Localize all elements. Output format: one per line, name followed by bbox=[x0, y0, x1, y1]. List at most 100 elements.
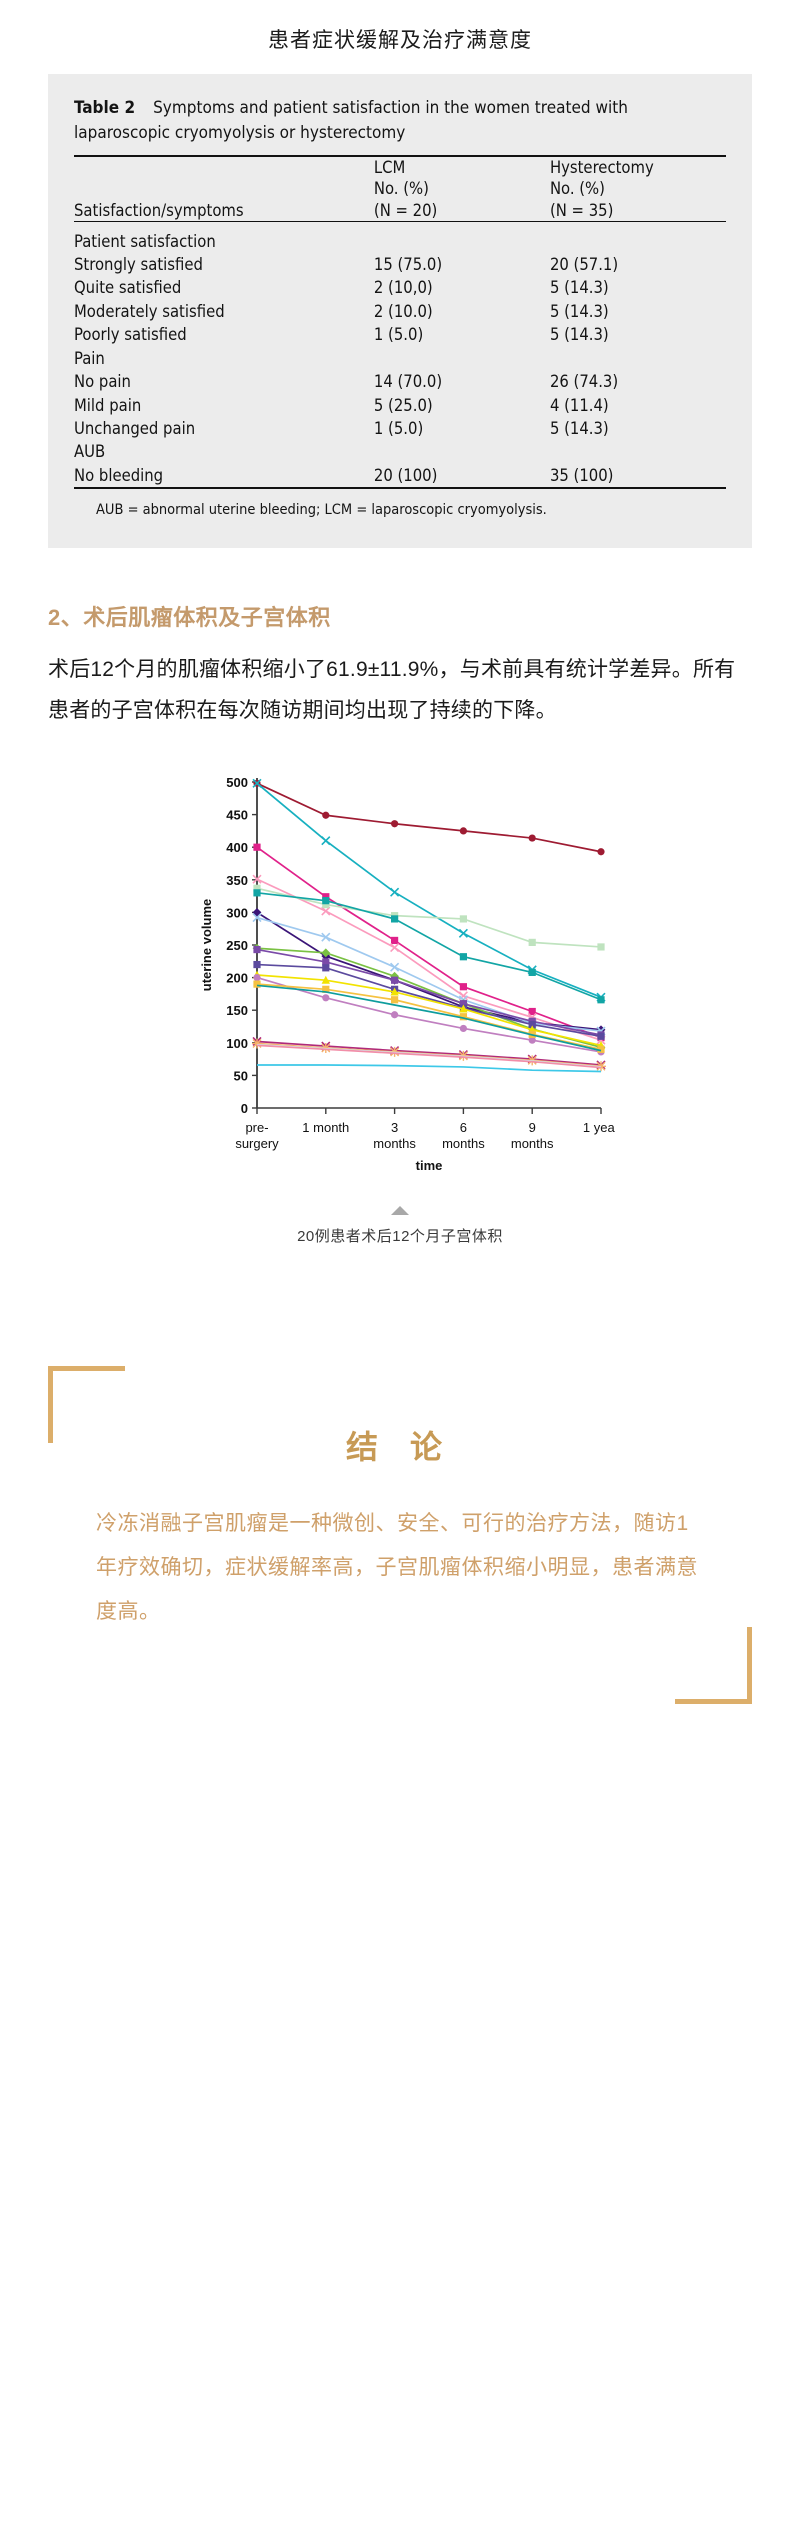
data-point bbox=[252, 778, 262, 788]
data-point bbox=[528, 938, 536, 946]
section-paragraph: 术后12个月的肌瘤体积缩小了61.9±11.9%，与术前具有统计学差异。所有患者… bbox=[48, 658, 736, 722]
conclusion-title: 结 论 bbox=[345, 1428, 454, 1465]
data-point bbox=[459, 999, 467, 1008]
data-point bbox=[321, 975, 330, 984]
data-point bbox=[390, 887, 400, 897]
y-tick-label: 450 bbox=[226, 807, 248, 822]
table-caption-label: Table 2 bbox=[74, 98, 136, 118]
y-tick-label: 200 bbox=[226, 970, 248, 985]
data-point bbox=[322, 893, 330, 901]
row-label: Pain bbox=[74, 348, 105, 368]
data-point bbox=[322, 896, 330, 905]
page-title: 患者症状缓解及治疗满意度 bbox=[268, 29, 532, 52]
article-page: 患者症状缓解及治疗满意度 Table 2 Symptoms and patient… bbox=[0, 29, 800, 1705]
series-line bbox=[256, 976, 602, 1053]
data-point bbox=[459, 1024, 467, 1032]
table-header-row: LCM Hysterectomy bbox=[74, 156, 726, 178]
chart-caption-block: 20例患者术后12个月子宫体积 bbox=[0, 1205, 800, 1246]
data-point bbox=[253, 889, 261, 897]
data-point bbox=[253, 973, 261, 982]
table-row: Unchanged pain 1 (5.0) 5 (14.3) bbox=[74, 417, 726, 440]
row-label: No pain bbox=[74, 372, 131, 392]
x-tick-label: pre- bbox=[245, 1120, 268, 1135]
series-line bbox=[256, 891, 602, 1001]
data-point bbox=[528, 968, 536, 976]
x-tick-label: 9 bbox=[529, 1120, 536, 1135]
row-label: Unchanged pain bbox=[74, 418, 196, 438]
data-point bbox=[391, 996, 399, 1004]
chart-series bbox=[256, 1044, 602, 1069]
row-hys-value bbox=[550, 440, 726, 463]
data-point bbox=[252, 912, 262, 923]
data-point bbox=[252, 1038, 262, 1049]
series-line bbox=[256, 887, 602, 948]
y-tick-label: 250 bbox=[226, 938, 248, 953]
row-label: No bleeding bbox=[74, 465, 164, 485]
data-point bbox=[253, 960, 261, 969]
data-point bbox=[528, 834, 536, 842]
data-point bbox=[391, 976, 399, 984]
y-axis-label: uterine volume bbox=[199, 899, 214, 991]
series-line bbox=[256, 782, 602, 998]
row-hys-value: 20 (57.1) bbox=[549, 255, 619, 275]
chart-series bbox=[256, 984, 602, 1052]
corner-bracket-bottom-right-icon bbox=[675, 1627, 752, 1705]
table-footnote: AUB = abnormal uterine bleeding; LCM = l… bbox=[74, 491, 726, 522]
series-line bbox=[256, 846, 602, 1039]
x-tick-label: 1 month bbox=[302, 1120, 349, 1135]
data-point bbox=[253, 843, 261, 851]
header-hys-name: Hysterectomy bbox=[549, 158, 654, 178]
table-row: Pain bbox=[74, 347, 726, 370]
header-label-cell bbox=[74, 156, 374, 178]
series-line bbox=[257, 1063, 602, 1073]
data-point bbox=[597, 1045, 605, 1053]
row-lcm-value bbox=[374, 230, 550, 253]
table-row: Poorly satisfied 1 (5.0) 5 (14.3) bbox=[74, 323, 726, 346]
row-lcm-value: 1 (5.0) bbox=[373, 418, 424, 438]
header-row-label: Satisfaction/symptoms bbox=[74, 200, 244, 220]
chart-series bbox=[252, 912, 606, 1036]
data-point bbox=[391, 915, 399, 923]
data-point bbox=[458, 928, 468, 938]
data-point bbox=[390, 962, 400, 972]
x-tick-label: months bbox=[373, 1136, 416, 1151]
x-tick-label: 1 year bbox=[583, 1120, 615, 1135]
data-point bbox=[459, 1012, 467, 1021]
header-lcm-unit: No. (%) bbox=[373, 179, 429, 199]
table-row: AUB bbox=[74, 440, 726, 463]
data-point bbox=[391, 820, 399, 828]
row-hys-value: 5 (14.3) bbox=[549, 325, 609, 345]
data-point bbox=[321, 948, 331, 958]
data-point bbox=[459, 827, 467, 835]
table-figure: Table 2 Symptoms and patient satisfaction… bbox=[48, 74, 752, 548]
series-line bbox=[256, 916, 602, 1032]
chart-series bbox=[252, 778, 606, 1002]
row-label: Moderately satisfied bbox=[74, 301, 225, 321]
x-tick-label: surgery bbox=[235, 1136, 279, 1151]
row-lcm-value bbox=[374, 440, 550, 463]
data-point bbox=[390, 987, 399, 996]
row-label: Strongly satisfied bbox=[74, 255, 203, 275]
table-row: Quite satisfied 2 (10,0) 5 (14.3) bbox=[74, 276, 726, 299]
data-point bbox=[322, 958, 330, 966]
series-line bbox=[256, 782, 602, 853]
x-tick-label: 3 bbox=[391, 1120, 398, 1135]
row-hys-value: 35 (100) bbox=[549, 465, 614, 485]
row-lcm-value: 2 (10,0) bbox=[373, 278, 433, 298]
row-lcm-value: 20 (100) bbox=[373, 465, 438, 485]
table-row: Mild pain 5 (25.0) 4 (11.4) bbox=[74, 394, 726, 417]
series-line bbox=[256, 1040, 602, 1066]
y-tick-label: 350 bbox=[226, 873, 248, 888]
caption-arrow-icon bbox=[391, 1205, 409, 1215]
data-point bbox=[528, 1020, 536, 1029]
data-point bbox=[322, 985, 330, 993]
conclusion-block: 结 论 冷冻消融子宫肌瘤是一种微创、安全、可行的治疗方法，随访1年疗效确切，症状… bbox=[48, 1365, 752, 1705]
chart-svg: 0 50 100 150 200 250 300 350 400 450 500 pre-surger… bbox=[199, 775, 615, 1173]
section-heading: 2、术后肌瘤体积及子宫体积 bbox=[48, 605, 331, 630]
data-point bbox=[322, 994, 330, 1002]
chart-series bbox=[253, 973, 605, 1056]
corner-bracket-top-left-icon bbox=[48, 1365, 125, 1443]
data-point bbox=[253, 884, 261, 892]
y-tick-label: 400 bbox=[226, 840, 248, 855]
chart-series bbox=[252, 970, 606, 1049]
